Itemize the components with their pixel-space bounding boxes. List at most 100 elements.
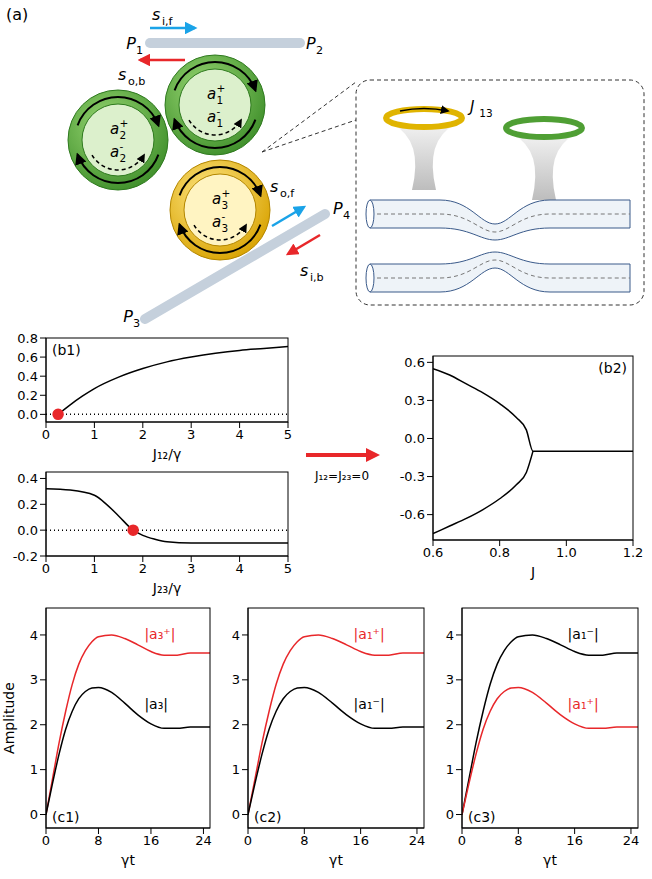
svg-text:4: 4 — [235, 561, 243, 576]
svg-text:0.2: 0.2 — [17, 388, 38, 403]
svg-text:0: 0 — [232, 807, 240, 822]
svg-text:|a₁⁺|: |a₁⁺| — [354, 626, 385, 643]
svg-text:1.0: 1.0 — [556, 545, 577, 560]
svg-text:16: 16 — [143, 833, 160, 848]
svg-text:a: a — [110, 120, 119, 138]
svg-text:(b2): (b2) — [598, 360, 627, 376]
svg-text:-0.2: -0.2 — [13, 549, 38, 564]
svg-text:1: 1 — [30, 762, 38, 777]
svg-text:24: 24 — [623, 833, 640, 848]
svg-text:1: 1 — [136, 44, 143, 57]
svg-text:0.2: 0.2 — [17, 497, 38, 512]
svg-text:3: 3 — [30, 672, 38, 687]
svg-text:0: 0 — [42, 833, 50, 848]
svg-text:a: a — [212, 213, 221, 231]
svg-text:3: 3 — [221, 199, 228, 211]
svg-text:|a₃|: |a₃| — [144, 696, 168, 713]
svg-text:16: 16 — [352, 833, 369, 848]
svg-text:4: 4 — [232, 628, 240, 643]
svg-text:2: 2 — [446, 717, 454, 732]
svg-text:(c3): (c3) — [468, 809, 496, 825]
svg-text:3: 3 — [446, 672, 454, 687]
svg-text:3: 3 — [232, 672, 240, 687]
svg-text:2: 2 — [30, 717, 38, 732]
svg-text:|a₁⁻|: |a₁⁻| — [568, 626, 599, 643]
svg-text:+: + — [221, 187, 230, 199]
svg-text:+: + — [216, 82, 225, 94]
svg-text:3: 3 — [133, 317, 140, 330]
svg-text:16: 16 — [566, 833, 583, 848]
svg-text:(a): (a) — [6, 5, 28, 24]
svg-text:s: s — [270, 177, 278, 196]
svg-text:0: 0 — [30, 807, 38, 822]
svg-text:a: a — [110, 143, 119, 161]
svg-text:24: 24 — [195, 833, 212, 848]
svg-text:-0.6: -0.6 — [400, 507, 425, 522]
svg-text:J₁₂/γ: J₁₂/γ — [152, 446, 181, 462]
svg-text:24: 24 — [409, 833, 426, 848]
svg-text:0.8: 0.8 — [489, 545, 510, 560]
svg-text:-: - — [119, 140, 123, 152]
svg-text:|a₁⁻|: |a₁⁻| — [354, 696, 385, 713]
svg-text:1: 1 — [232, 762, 240, 777]
svg-text:0.8: 0.8 — [17, 332, 38, 346]
svg-text:4: 4 — [30, 628, 38, 643]
svg-text:0: 0 — [42, 427, 50, 442]
svg-text:γt: γt — [329, 852, 343, 868]
svg-text:i,b: i,b — [310, 271, 324, 284]
svg-text:γt: γt — [121, 852, 135, 868]
svg-text:2: 2 — [232, 717, 240, 732]
svg-text:1: 1 — [90, 561, 98, 576]
svg-text:Amplitude: Amplitude — [1, 682, 17, 754]
svg-text:4: 4 — [343, 209, 350, 222]
svg-text:s: s — [300, 261, 308, 280]
svg-text:(c1): (c1) — [52, 809, 80, 825]
svg-text:s: s — [152, 5, 160, 24]
svg-text:+: + — [119, 117, 128, 129]
svg-text:2: 2 — [119, 152, 126, 164]
svg-text:0: 0 — [42, 561, 50, 576]
svg-text:-: - — [221, 210, 225, 222]
svg-text:(c2): (c2) — [254, 809, 282, 825]
svg-text:1.2: 1.2 — [623, 545, 644, 560]
svg-text:3: 3 — [187, 561, 195, 576]
svg-text:-0.3: -0.3 — [400, 469, 425, 484]
svg-text:13: 13 — [479, 107, 492, 119]
svg-text:J: J — [467, 98, 474, 116]
svg-text:4: 4 — [235, 427, 243, 442]
svg-text:a: a — [207, 108, 216, 126]
svg-text:P: P — [333, 199, 343, 218]
svg-text:0.3: 0.3 — [404, 393, 425, 408]
svg-text:0.0: 0.0 — [17, 407, 38, 422]
svg-text:0.6: 0.6 — [404, 355, 425, 370]
svg-text:5: 5 — [284, 427, 292, 442]
svg-text:1: 1 — [90, 427, 98, 442]
svg-text:0.6: 0.6 — [423, 545, 444, 560]
svg-text:a: a — [212, 190, 221, 208]
svg-text:0.6: 0.6 — [17, 350, 38, 365]
svg-text:1: 1 — [446, 762, 454, 777]
svg-text:0: 0 — [244, 833, 252, 848]
svg-text:2: 2 — [119, 129, 126, 141]
svg-text:8: 8 — [300, 833, 308, 848]
svg-text:2: 2 — [139, 561, 147, 576]
svg-text:0.0: 0.0 — [404, 431, 425, 446]
svg-text:o,f: o,f — [280, 187, 295, 200]
svg-text:P: P — [306, 34, 316, 53]
svg-text:1: 1 — [216, 94, 223, 106]
svg-text:P: P — [126, 34, 136, 53]
svg-text:3: 3 — [221, 222, 228, 234]
svg-text:J₂₃/γ: J₂₃/γ — [152, 580, 181, 596]
svg-text:0.4: 0.4 — [17, 471, 38, 486]
svg-text:0.4: 0.4 — [17, 369, 38, 384]
svg-text:(b1): (b1) — [52, 342, 81, 358]
svg-text:4: 4 — [446, 628, 454, 643]
svg-text:0: 0 — [458, 833, 466, 848]
svg-text:J₁₂=J₂₃=0: J₁₂=J₂₃=0 — [314, 469, 369, 483]
svg-text:|a₃⁺|: |a₃⁺| — [144, 626, 175, 643]
svg-text:2: 2 — [139, 427, 147, 442]
svg-text:8: 8 — [94, 833, 102, 848]
svg-text:J: J — [530, 564, 535, 580]
svg-text:-: - — [216, 105, 220, 117]
svg-text:o,b: o,b — [128, 75, 146, 88]
